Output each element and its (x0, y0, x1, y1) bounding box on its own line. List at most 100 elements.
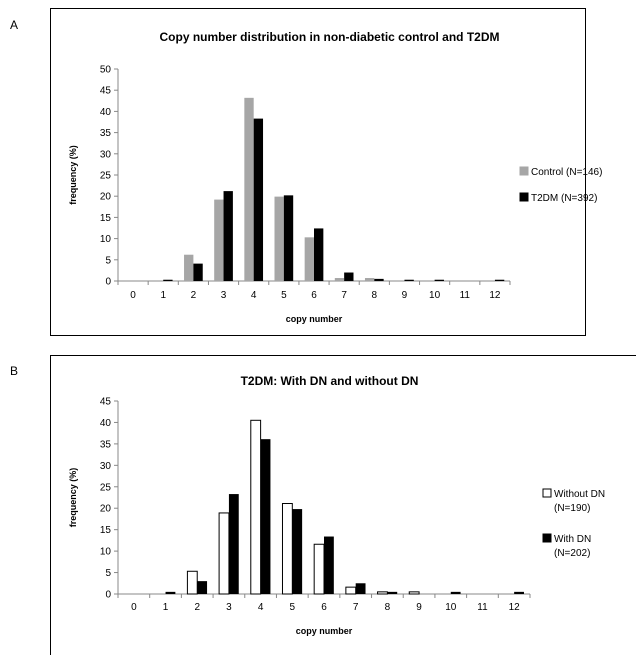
chart2-x-tick-label: 8 (385, 602, 391, 613)
chart2-bar-s1 (313, 543, 325, 595)
chart2-bar-s2 (197, 581, 208, 594)
chart2-y-axis-label: frequency (%) (68, 468, 78, 528)
chart1-x-tick-label: 10 (429, 290, 441, 301)
chart1-x-tick-label: 8 (372, 290, 378, 301)
chart2-bar-s2 (324, 536, 334, 594)
chart1-x-tick-label: 9 (402, 290, 408, 301)
chart1-y-tick-label: 30 (100, 149, 112, 160)
chart2-bar-s2 (292, 509, 303, 594)
chart1-x-axis-label: copy number (286, 314, 343, 324)
chart2-bar-s1 (281, 503, 293, 595)
chart1-bar-s2 (193, 263, 203, 281)
chart2-bar-s2 (228, 494, 239, 594)
chart2-x-tick-label: 3 (226, 602, 232, 613)
chart1-bar-s2 (434, 279, 444, 281)
chart1-y-tick-label: 15 (100, 213, 112, 224)
chart2-frame (50, 355, 636, 655)
chart2-y-tick-label: 10 (100, 547, 112, 558)
chart1-bar-s1 (184, 254, 194, 281)
chart1-bar-s1 (214, 199, 224, 281)
chart1-legend-label: T2DM (N=392) (531, 193, 597, 204)
chart2-y-tick-label: 0 (105, 590, 111, 601)
chart1-x-tick-label: 3 (221, 290, 227, 301)
chart1-x-tick-label: 2 (191, 290, 197, 301)
chart2-x-tick-label: 10 (445, 602, 457, 613)
chart2-y-tick-label: 25 (100, 482, 112, 493)
chart2-y-tick-label: 40 (100, 418, 112, 429)
chart2-legend-label: Without DN (554, 489, 605, 500)
chart2-x-tick-label: 9 (416, 602, 422, 613)
chart2-bar-s1 (250, 419, 262, 595)
chart1-y-tick-label: 5 (105, 255, 111, 266)
chart1-y-tick-label: 20 (100, 192, 112, 203)
chart1-bar-s1 (364, 278, 375, 281)
chart2-x-axis-label: copy number (296, 626, 353, 636)
chart1-bar-s2 (314, 228, 324, 281)
chart2-y-tick-label: 5 (105, 568, 111, 579)
chart1-y-tick-label: 35 (100, 128, 112, 139)
chart2-x-tick-label: 2 (194, 602, 200, 613)
chart2-x-tick-label: 12 (509, 602, 521, 613)
chart2-x-tick-label: 11 (477, 602, 488, 613)
chart2-x-tick-label: 4 (258, 602, 264, 613)
chart2-legend-label: (N=202) (554, 548, 590, 559)
chart2-legend-label: (N=190) (554, 503, 590, 514)
chart2-y-tick-label: 20 (100, 504, 112, 515)
chart2-y-tick-label: 30 (100, 461, 112, 472)
chart1-bar-s2 (494, 279, 505, 281)
chart1-y-tick-label: 25 (100, 171, 112, 182)
chart1-bar-s2 (253, 118, 264, 281)
chart1-bar-s2 (223, 191, 233, 281)
chart1-legend-swatch (519, 166, 529, 176)
chart2-bar-s2 (514, 591, 524, 594)
chart2-x-tick-label: 7 (353, 602, 359, 613)
chart1-bar-s2 (344, 272, 354, 281)
chart1-x-tick-label: 12 (489, 290, 501, 301)
chart1-y-tick-label: 0 (105, 277, 111, 288)
chart1-title: Copy number distribution in non-diabetic… (160, 30, 500, 44)
chart2-bar-s1 (377, 591, 388, 595)
chart2-bar-s2 (450, 591, 461, 594)
chart2-legend-swatch (542, 533, 552, 543)
panel-label-a: A (10, 18, 19, 32)
chart1-y-axis-label: frequency (%) (68, 145, 78, 205)
chart2-bar-s1 (408, 591, 420, 595)
chart2-legend-label: With DN (554, 534, 591, 545)
chart1-x-tick-label: 5 (281, 290, 287, 301)
chart1-bar-s1 (274, 196, 284, 281)
chart1-x-tick-label: 6 (311, 290, 317, 301)
chart1-bar-s1 (304, 237, 314, 281)
chart1-x-tick-label: 4 (251, 290, 257, 301)
chart2-x-tick-label: 5 (290, 602, 296, 613)
chart2-y-tick-label: 35 (100, 439, 112, 450)
chart1-bar-s2 (283, 195, 294, 281)
chart1-frame (50, 8, 586, 336)
chart2-y-tick-label: 15 (100, 525, 112, 536)
chart2-bar-s1 (186, 570, 198, 595)
chart2-title: T2DM: With DN and without DN (241, 374, 419, 388)
chart2-x-tick-label: 1 (163, 602, 169, 613)
chart2-y-tick-label: 45 (100, 397, 112, 408)
chart1-y-tick-label: 40 (100, 107, 112, 118)
chart1-bar-s2 (374, 278, 384, 281)
chart1-bar-s1 (334, 278, 345, 281)
chart1-x-tick-label: 7 (341, 290, 347, 301)
chart1-bar-s2 (404, 279, 414, 281)
chart1-y-tick-label: 50 (100, 65, 112, 76)
chart2-x-tick-label: 0 (131, 602, 137, 613)
chart1-bar-s1 (244, 97, 254, 281)
chart1-x-tick-label: 0 (130, 290, 136, 301)
chart1-legend-swatch (519, 192, 529, 202)
chart2-x-tick-label: 6 (321, 602, 327, 613)
chart1-bar-s2 (163, 279, 173, 281)
chart1-x-tick-label: 1 (160, 290, 166, 301)
chart2-bar-s2 (165, 591, 176, 594)
chart2-bar-s1 (218, 512, 230, 595)
chart1-y-tick-label: 45 (100, 86, 112, 97)
chart2-bar-s2 (260, 439, 271, 594)
chart1-x-tick-label: 11 (460, 290, 471, 301)
panel-label-b: B (10, 364, 19, 378)
chart2-bar-s2 (355, 583, 366, 594)
chart2-bar-s1 (345, 586, 357, 595)
